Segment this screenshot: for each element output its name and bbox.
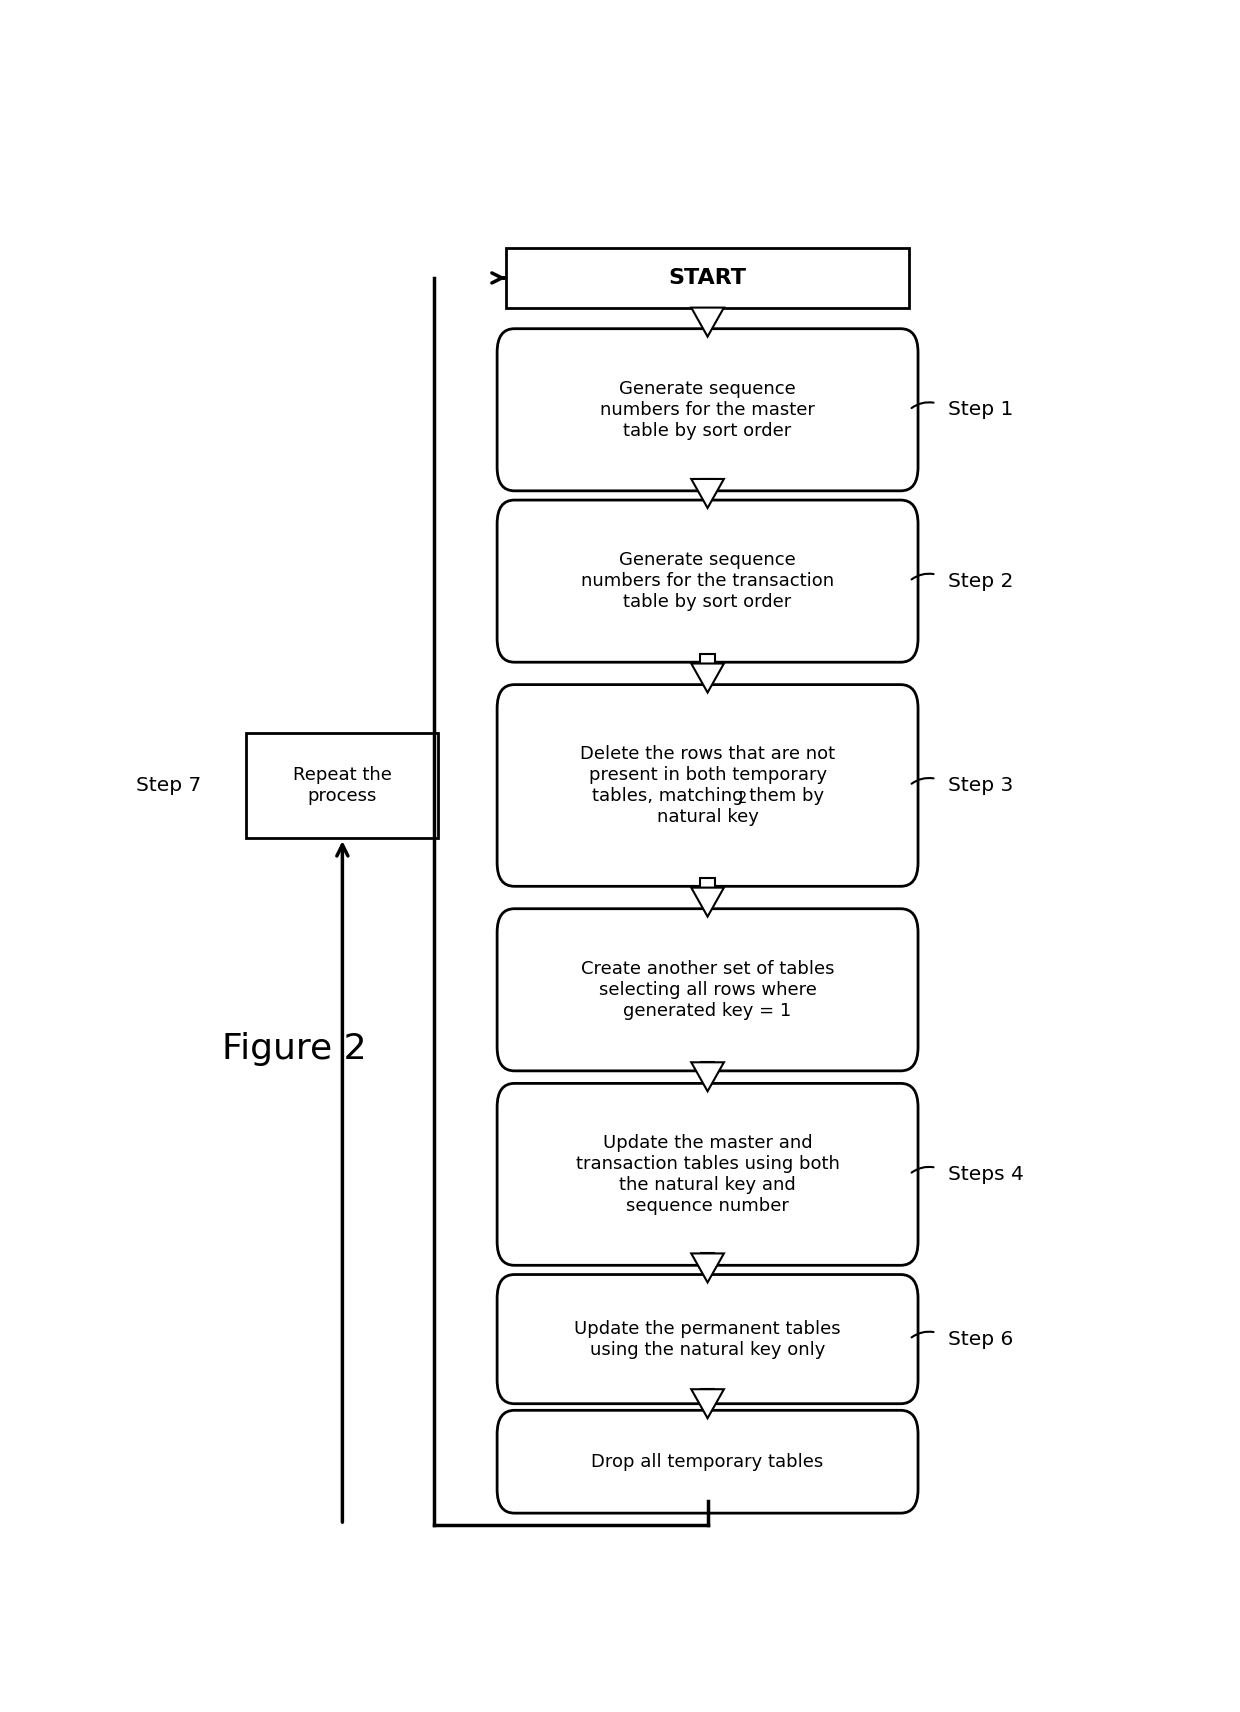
Text: START: START (668, 269, 746, 288)
FancyBboxPatch shape (497, 329, 918, 491)
Polygon shape (691, 887, 724, 916)
FancyBboxPatch shape (497, 500, 918, 663)
Text: Step 2: Step 2 (947, 572, 1013, 591)
Text: Generate sequence
numbers for the transaction
table by sort order: Generate sequence numbers for the transa… (582, 551, 835, 611)
Polygon shape (691, 664, 724, 693)
Text: Update the permanent tables
using the natural key only: Update the permanent tables using the na… (574, 1320, 841, 1359)
Polygon shape (691, 1388, 724, 1418)
FancyBboxPatch shape (699, 878, 715, 887)
FancyBboxPatch shape (497, 1411, 918, 1513)
Polygon shape (691, 1253, 724, 1282)
Text: Update the master and
transaction tables using both
the natural key and
sequence: Update the master and transaction tables… (575, 1133, 839, 1214)
FancyBboxPatch shape (699, 654, 715, 664)
Text: Delete the rows that are not
present in both temporary
tables, matching them by
: Delete the rows that are not present in … (580, 745, 835, 825)
Text: Generate sequence
numbers for the master
table by sort order: Generate sequence numbers for the master… (600, 380, 815, 440)
Text: Step 7: Step 7 (136, 776, 201, 794)
Text: Create another set of tables
selecting all rows where
generated key = 1: Create another set of tables selecting a… (580, 960, 835, 1020)
Polygon shape (691, 308, 724, 337)
FancyBboxPatch shape (497, 685, 918, 887)
Text: Figure 2: Figure 2 (222, 1032, 367, 1067)
FancyBboxPatch shape (247, 733, 439, 839)
Text: Step 1: Step 1 (947, 401, 1013, 419)
Text: Step 3: Step 3 (947, 776, 1013, 794)
Text: Repeat the
process: Repeat the process (293, 765, 392, 805)
Polygon shape (691, 1061, 724, 1091)
Text: Drop all temporary tables: Drop all temporary tables (591, 1453, 823, 1471)
Text: Step 6: Step 6 (947, 1330, 1013, 1349)
Polygon shape (691, 479, 724, 508)
FancyBboxPatch shape (497, 1274, 918, 1404)
FancyBboxPatch shape (497, 909, 918, 1072)
FancyBboxPatch shape (506, 248, 909, 308)
FancyBboxPatch shape (497, 1084, 918, 1265)
Text: Steps 4: Steps 4 (947, 1164, 1024, 1183)
Text: 2: 2 (738, 791, 746, 806)
